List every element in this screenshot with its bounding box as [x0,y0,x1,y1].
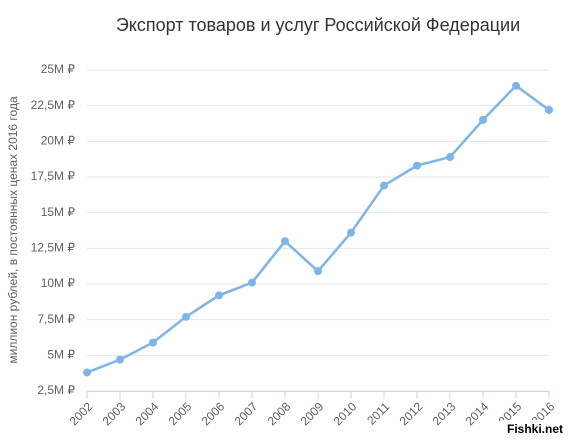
x-tick-label: 2010 [331,399,360,428]
y-axis-label: миллион рублей, в постоянных ценах 2016 … [6,96,20,364]
y-tick-label: 7,5M ₽ [37,312,75,326]
x-tick-label: 2007 [232,399,261,428]
chart-title: Экспорт товаров и услуг Российской Федер… [116,15,520,35]
y-tick-label: 20M ₽ [41,134,76,148]
x-tick-label: 2006 [199,399,228,428]
data-point [116,355,124,364]
x-tick-label: 2014 [463,399,492,428]
data-point [83,368,91,377]
y-tick-label: 5M ₽ [47,348,75,362]
series-line [86,84,550,374]
y-tick-label: 10M ₽ [41,276,76,290]
y-tick-label: 22,5M ₽ [31,98,76,112]
data-point [347,228,355,237]
y-tick-label: 2,5M ₽ [37,383,75,397]
x-tick-label: 2012 [397,399,426,428]
data-point [182,312,190,321]
data-point [446,153,454,162]
x-tick-label: 2009 [298,399,327,428]
x-tick-label: 2005 [166,399,195,428]
data-point [413,161,421,170]
x-tick-label: 2002 [67,399,96,428]
x-tick-label: 2013 [430,399,459,428]
data-point [380,181,388,190]
data-point [545,105,553,114]
data-point [149,338,157,347]
y-tick-label: 15M ₽ [41,205,76,219]
data-point [512,81,520,90]
data-point [479,115,487,124]
data-point [314,267,322,276]
data-point [248,278,256,287]
x-tick-label: 2004 [133,399,162,428]
watermark-bg [502,420,568,438]
data-point [215,291,223,300]
y-tick-label: 25M ₽ [41,62,76,76]
y-tick-label: 12,5M ₽ [31,241,76,255]
watermark: Fishki.net [507,422,563,436]
x-tick-label: 2008 [265,399,294,428]
y-tick-label: 17,5M ₽ [31,169,76,183]
x-tick-label: 2011 [364,399,392,427]
x-tick-label: 2003 [100,399,129,428]
data-point [281,237,289,246]
